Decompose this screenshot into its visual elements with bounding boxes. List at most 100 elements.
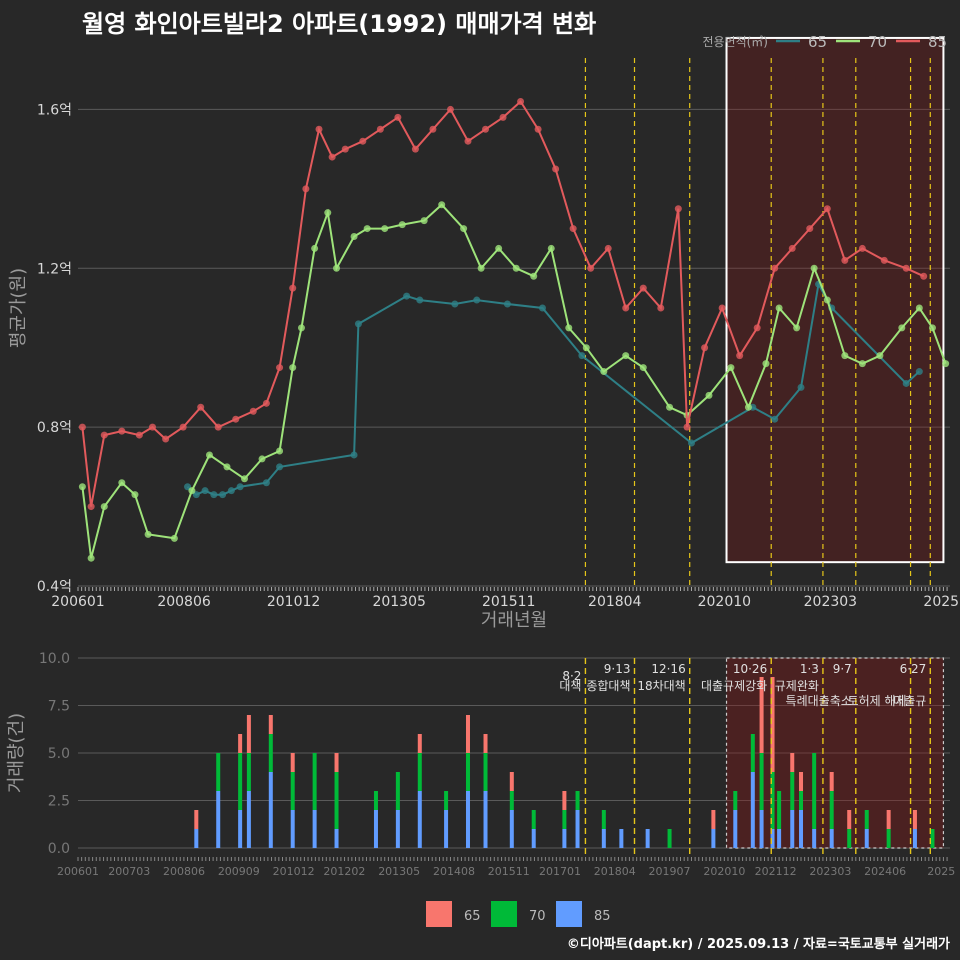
bar-70 <box>886 829 891 848</box>
series-85-point <box>197 403 205 411</box>
series-70-point <box>495 244 503 252</box>
x-tick-label: 201907 <box>649 865 691 878</box>
bar-65 <box>799 772 804 791</box>
bar-70 <box>759 753 764 810</box>
bar-70 <box>334 772 339 829</box>
policy-date-label: 8·2 <box>562 669 581 683</box>
bar-65 <box>847 810 852 829</box>
x-tick-label: 200806 <box>163 865 205 878</box>
chart-title: 월영 화인아트빌라2 아파트(1992) 매매가격 변화 <box>82 10 597 38</box>
bar-70 <box>575 791 580 810</box>
bar-85 <box>531 829 536 848</box>
policy-date-label: 1·3 <box>800 662 819 676</box>
series-85-point <box>534 125 542 133</box>
series-85-point <box>276 364 284 372</box>
series-65-point <box>416 296 424 304</box>
series-85-point <box>587 264 595 272</box>
series-65-point <box>538 304 546 312</box>
series-85-point <box>902 264 910 272</box>
series-70-point <box>144 530 152 538</box>
series-85-point <box>100 431 108 439</box>
bar-70 <box>465 753 470 791</box>
bar-85 <box>238 810 243 848</box>
x-tick-label: 201202 <box>323 865 365 878</box>
series-70-point <box>118 479 126 487</box>
legend-title: 전용면적(㎡) <box>702 35 768 49</box>
series-85-point <box>411 145 419 153</box>
series-70-point <box>223 463 231 471</box>
series-65-point <box>578 352 586 360</box>
series-85-point <box>162 435 170 443</box>
series-85-point <box>315 125 323 133</box>
series-85-point <box>359 137 367 145</box>
bar-70 <box>312 753 317 810</box>
bar-85 <box>790 810 795 848</box>
bar-85 <box>373 810 378 848</box>
policy-name-label: 규제완화 <box>775 679 819 693</box>
bar-65 <box>483 734 488 753</box>
bar-70 <box>444 791 449 810</box>
bar-70 <box>290 772 295 810</box>
series-70-point <box>841 352 849 360</box>
series-85-point <box>482 125 490 133</box>
x-tick-label: 201012 <box>273 865 315 878</box>
bar-70 <box>395 772 400 810</box>
series-70-point <box>727 364 735 372</box>
bar-65 <box>562 791 567 810</box>
series-65-point <box>219 491 227 499</box>
y-axis-title: 평균가(원) <box>8 268 29 348</box>
series-70-point <box>915 304 923 312</box>
series-70-point <box>775 304 783 312</box>
x-tick-label: 201804 <box>594 865 636 878</box>
bar-85 <box>770 829 775 848</box>
series-70-point <box>398 221 406 229</box>
series-70-point <box>942 360 950 368</box>
bar-65 <box>238 734 243 753</box>
bar-85 <box>465 791 470 848</box>
bar-70 <box>770 772 775 829</box>
series-85-point <box>394 113 402 121</box>
bar-65 <box>711 810 716 829</box>
bar-85 <box>777 829 782 848</box>
series-70-point <box>565 324 573 332</box>
bar-70 <box>562 810 567 829</box>
bar-85 <box>575 810 580 848</box>
series-85-point <box>622 304 630 312</box>
x-tick-label: 202010 <box>698 594 751 610</box>
y-tick-label: 5.0 <box>48 746 70 762</box>
bar-70 <box>531 810 536 829</box>
series-70-point <box>324 209 332 217</box>
bar-65 <box>509 772 514 791</box>
policy-date-label: 10·26 <box>733 662 767 676</box>
bar-70 <box>238 753 243 810</box>
series-70-point <box>705 391 713 399</box>
y-tick-label: 1.6억 <box>37 102 72 118</box>
series-85-point <box>135 431 143 439</box>
x-tick-label: 202112 <box>755 865 797 878</box>
bar-65 <box>770 677 775 772</box>
series-70-line <box>81 203 947 559</box>
bar-85 <box>216 791 221 848</box>
series-65-point <box>201 487 209 495</box>
bar-70 <box>790 772 795 810</box>
bar-70 <box>930 829 935 848</box>
y-tick-label: 0.0 <box>48 841 70 857</box>
policy-name-label: 대책 <box>559 678 581 693</box>
legend-bar-85-label: 85 <box>594 909 611 924</box>
series-70-point <box>530 272 538 280</box>
bar-65 <box>886 810 891 829</box>
series-70-point <box>170 534 178 542</box>
series-70-point <box>928 324 936 332</box>
x-tick-label: 200703 <box>108 865 150 878</box>
bar-85 <box>268 772 273 848</box>
bar-70 <box>829 791 834 829</box>
x-tick-label: 202010 <box>703 865 745 878</box>
y-tick-label: 10.0 <box>39 651 70 667</box>
series-65-point <box>915 368 923 376</box>
bar-65 <box>912 810 917 829</box>
bar-85 <box>750 772 755 848</box>
series-70-point <box>438 201 446 209</box>
series-65-point <box>350 451 358 459</box>
series-70-point <box>258 455 266 463</box>
